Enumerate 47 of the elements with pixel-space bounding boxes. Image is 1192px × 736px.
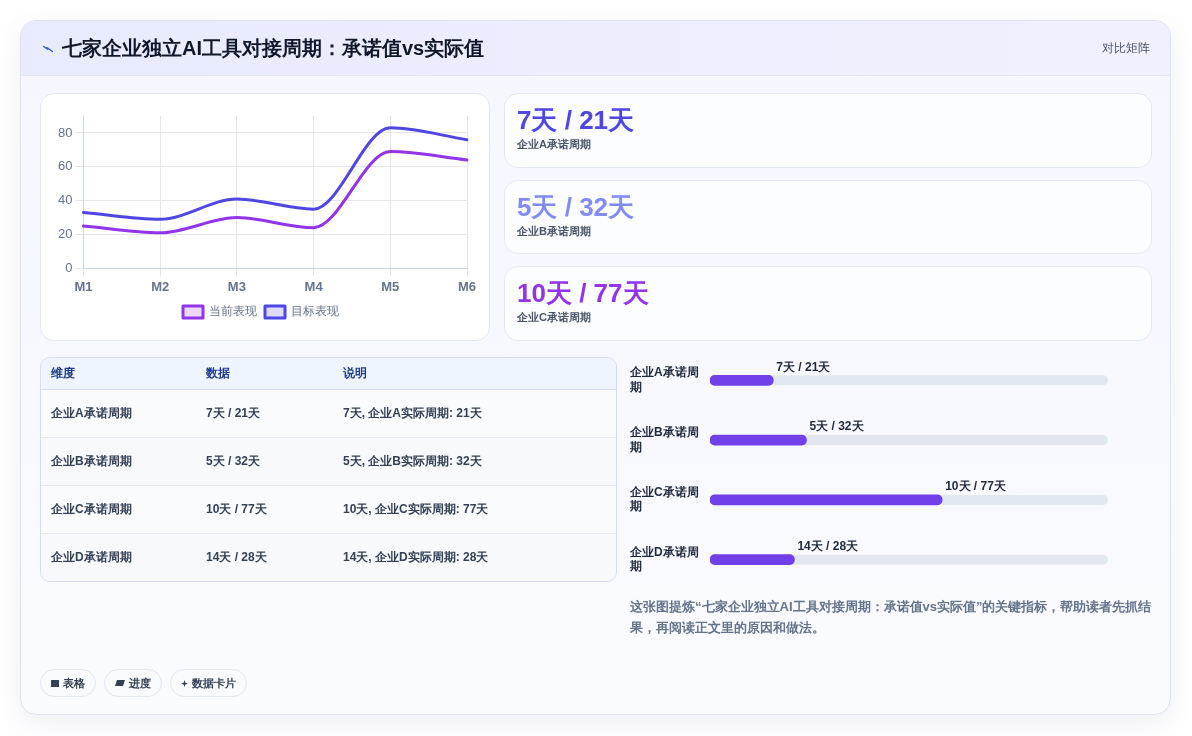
data-label: 5天 / 32天 bbox=[809, 419, 865, 434]
legend-label: 当前表现 bbox=[209, 304, 257, 319]
data-label: 10天 / 77天 bbox=[945, 479, 1007, 494]
y-tick-label: 20 bbox=[57, 226, 73, 242]
category-label: 数据 bbox=[206, 365, 231, 382]
x-tick-label: M1 bbox=[74, 278, 93, 294]
text: 七家企业独立AI工具对接周期：承诺值vs实际值 bbox=[62, 36, 485, 61]
bar bbox=[710, 434, 807, 446]
text: 企业B承诺周期 bbox=[517, 223, 592, 239]
x-tick-label: M2 bbox=[151, 278, 170, 294]
bar bbox=[710, 374, 774, 386]
y-tick-label: 60 bbox=[57, 158, 73, 174]
category-label: 维度 bbox=[50, 365, 76, 382]
y-tick-label: 企业C承诺周期 bbox=[629, 485, 699, 514]
bar bbox=[710, 554, 795, 566]
x-tick-label: M3 bbox=[227, 278, 246, 294]
text: 企业A承诺周期 bbox=[517, 137, 592, 152]
text: 对比矩阵 bbox=[1102, 41, 1150, 55]
y-tick-label: 企业B承诺周期 bbox=[629, 425, 699, 454]
category-label: 说明 bbox=[343, 365, 368, 382]
text: 数据卡片 bbox=[192, 675, 236, 691]
text: 5天 / 32天 bbox=[206, 453, 262, 470]
data-label: 14天 / 28天 bbox=[797, 539, 860, 554]
text: 14天 / 28天 bbox=[206, 549, 268, 566]
x-tick-label: M5 bbox=[381, 278, 400, 294]
y-tick-label: 企业D承诺周期 bbox=[629, 544, 699, 574]
y-tick-label: 40 bbox=[57, 192, 73, 208]
text: 7天 / 21天 bbox=[206, 405, 262, 422]
y-tick-label: 企业A承诺周期 bbox=[629, 365, 699, 394]
text: 进度 bbox=[129, 675, 151, 691]
data-label: 7天 / 21天 bbox=[776, 359, 832, 374]
text: 10天 / 77天 bbox=[206, 501, 268, 518]
text: 5天, 企业B实际周期: 32天 bbox=[343, 453, 483, 470]
x-tick-label: M4 bbox=[304, 278, 324, 294]
legend-label: 目标表现 bbox=[291, 304, 339, 319]
text: 14天, 企业D实际周期: 28天 bbox=[343, 549, 490, 566]
x-tick-label: M6 bbox=[457, 278, 477, 294]
text: 7天, 企业A实际周期: 21天 bbox=[343, 405, 483, 422]
text: 企业C承诺周期 bbox=[517, 310, 592, 326]
text: 10天, 企业C实际周期: 77天 bbox=[343, 501, 490, 518]
text: 10天 / 77天 bbox=[517, 277, 650, 310]
text: 7天 / 21天 bbox=[517, 104, 636, 136]
y-tick-label: 80 bbox=[57, 124, 73, 140]
text: 5天 / 32天 bbox=[517, 190, 636, 223]
y-tick-label: 0 bbox=[65, 259, 73, 275]
text: 表格 bbox=[63, 675, 85, 691]
text: 这张图提炼“七家企业独立AI工具对接周期：承诺值vs实际值”的关键指标，帮助读者先抓结果，再阅读正文里的原因和做法。 bbox=[630, 598, 1153, 637]
